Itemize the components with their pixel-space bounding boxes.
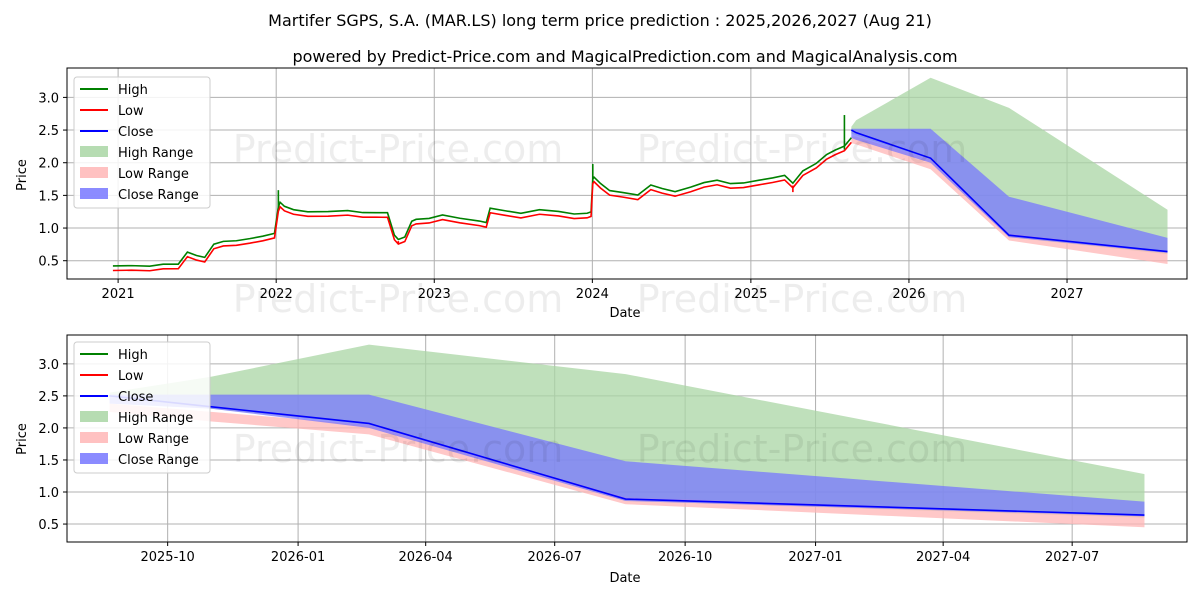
x-tick-label: 2026-10 [658, 550, 712, 565]
legend-label: Low [118, 104, 144, 119]
y-tick-label: 3.0 [38, 358, 59, 373]
y-tick-label: 1.5 [38, 189, 59, 204]
legend-label: High Range [118, 411, 193, 426]
x-tick-label: 2025-10 [140, 550, 194, 565]
x-tick-label: 2024 [576, 287, 609, 302]
x-tick-label: 2021 [102, 287, 135, 302]
close-forecast-line [850, 129, 1168, 253]
top-panel-marks [112, 77, 1168, 272]
top-panel-watermark: Predict-Price.com Predict-Price.com Pred… [233, 127, 968, 321]
legend-swatch-patch [80, 167, 108, 178]
watermark-text: Predict-Price.com [637, 277, 968, 321]
bottom-panel-marks [109, 344, 1145, 528]
legend-label: Low [118, 369, 144, 384]
watermark-text: Predict-Price.com [233, 127, 564, 171]
legend-label: Close [118, 125, 153, 140]
legend-label: High Range [118, 146, 193, 161]
plot-area [112, 77, 1168, 272]
bottom-y-axis-label: Price [15, 423, 30, 455]
y-tick-label: 2.0 [38, 157, 59, 172]
y-tick-label: 2.5 [38, 390, 59, 405]
legend-swatch-patch [80, 411, 108, 422]
chart-subtitle: powered by Predict-Price.com and Magical… [292, 47, 957, 66]
low-line [112, 141, 852, 272]
x-tick-label: 2027-01 [788, 550, 842, 565]
y-tick-label: 1.5 [38, 454, 59, 469]
x-tick-label: 2027 [1050, 287, 1083, 302]
bottom-panel-watermark: Predict-Price.com Predict-Price.com [233, 427, 968, 471]
y-tick-label: 1.0 [38, 486, 59, 501]
watermark-text: Predict-Price.com [637, 127, 968, 171]
y-tick-label: 0.5 [38, 255, 59, 270]
close-range-band [109, 394, 1145, 517]
legend-swatch-patch [80, 453, 108, 464]
top-x-axis-label: Date [609, 306, 640, 321]
x-tick-label: 2026 [892, 287, 925, 302]
y-tick-label: 3.0 [38, 91, 59, 106]
x-tick-label: 2027-04 [916, 550, 970, 565]
bottom-panel-legend: High Low Close High Range Low Range Close Ran… [73, 341, 211, 474]
y-tick-label: 1.0 [38, 222, 59, 237]
high-range-band [851, 77, 1168, 255]
low-range-band [109, 403, 1145, 528]
legend-swatch-patch [80, 432, 108, 443]
plot-area [109, 344, 1145, 528]
x-tick-label: 2022 [260, 287, 293, 302]
legend-label: High [118, 83, 148, 98]
y-tick-label: 0.5 [38, 518, 59, 533]
legend-label: High [118, 348, 148, 363]
x-tick-label: 2026-01 [271, 550, 325, 565]
watermark-text: Predict-Price.com [637, 427, 968, 471]
x-tick-label: 2023 [418, 287, 451, 302]
legend-swatch-patch [80, 188, 108, 199]
x-tick-label: 2026-07 [528, 550, 582, 565]
y-tick-label: 2.0 [38, 422, 59, 437]
x-tick-label: 2025 [734, 287, 767, 302]
top-panel-legend: High Low Close High Range Low Range Close Ran… [73, 76, 211, 209]
legend-label: Close Range [118, 188, 199, 203]
legend-label: Low Range [118, 167, 189, 182]
x-tick-label: 2026-04 [399, 550, 453, 565]
top-y-axis-label: Price [15, 159, 30, 191]
top-panel-ticks: 2021 2022 2023 2024 2025 2026 2027 0.5 1.0 1.5 2.0… [38, 91, 1083, 302]
legend-swatch-patch [80, 146, 108, 157]
watermark-text: Predict-Price.com [233, 427, 564, 471]
high-line [112, 137, 852, 267]
watermark-text: Predict-Price.com [233, 277, 564, 321]
x-tick-label: 2027-07 [1045, 550, 1099, 565]
bottom-panel-ticks: 2025-10 2026-01 2026-04 2026-07 2026-10 2027-… [38, 358, 1099, 565]
bottom-panel-frame [66, 334, 1188, 543]
high-range-band [109, 344, 1145, 518]
top-panel-frame [66, 67, 1188, 280]
legend-label: Close [118, 390, 153, 405]
bottom-x-axis-label: Date [609, 571, 640, 586]
legend-label: Low Range [118, 432, 189, 447]
y-tick-label: 2.5 [38, 124, 59, 139]
chart-title: Martifer SGPS, S.A. (MAR.LS) long term p… [268, 11, 932, 30]
low-range-band [851, 136, 1168, 264]
legend-label: Close Range [118, 453, 199, 468]
close-range-band [851, 128, 1168, 253]
